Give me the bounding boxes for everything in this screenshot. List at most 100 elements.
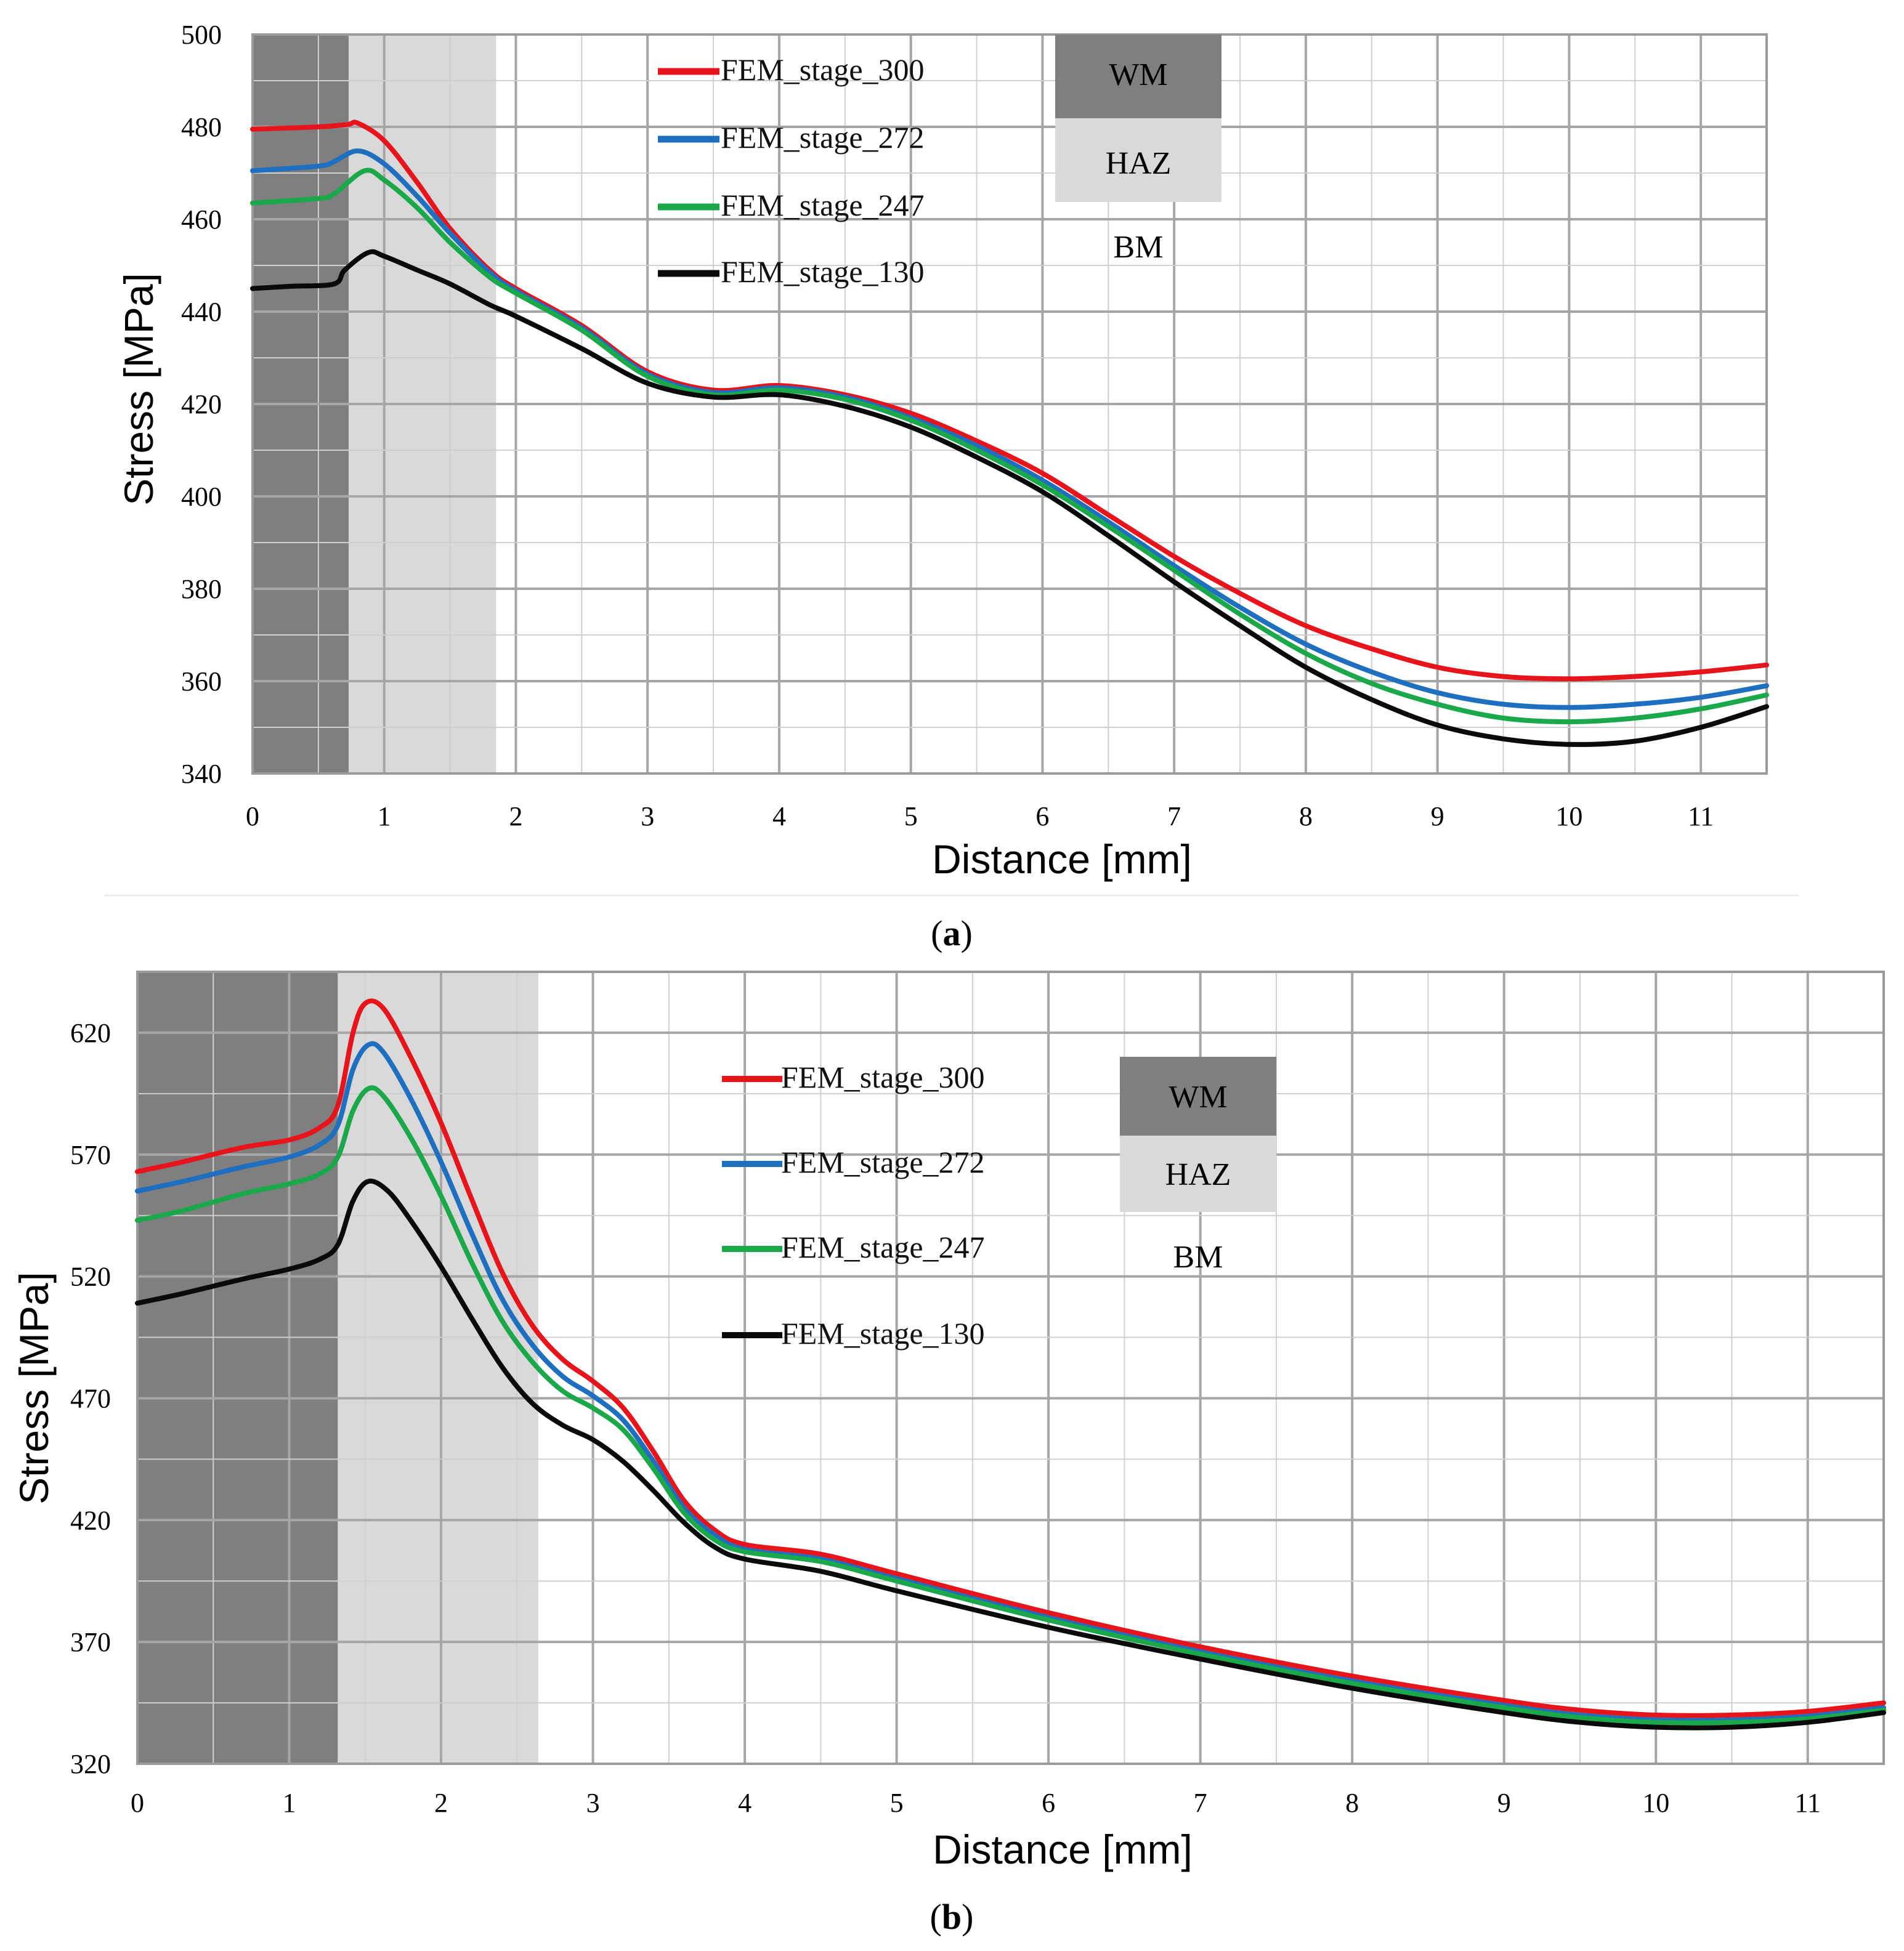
chart-a-gridlines <box>251 33 1768 775</box>
chart-a-x-axis-title: Distance [mm] <box>932 836 1192 882</box>
b-ytick-label: 520 <box>70 1262 111 1292</box>
a-ytick-label: 500 <box>181 20 222 50</box>
a-xtick-label: 4 <box>772 801 786 831</box>
chart-b-zones <box>137 972 538 1764</box>
b-ytick-label: 370 <box>70 1627 111 1657</box>
chart-a-legend-label-stage-130: FEM_stage_130 <box>721 254 925 289</box>
chart-b-zone-legend-haz-label: HAZ <box>1165 1157 1231 1192</box>
b-xtick-label: 4 <box>738 1788 751 1818</box>
a-ytick-label: 440 <box>181 297 222 327</box>
chart-a-series-fem-stage-130 <box>250 249 1769 747</box>
a-xtick-label: 7 <box>1167 801 1181 831</box>
chart-a-zone-legend: WM HAZ BM <box>1055 34 1221 265</box>
b-xtick-label: 8 <box>1345 1788 1359 1818</box>
a-xtick-label: 11 <box>1688 801 1714 831</box>
chart-b-legend-label-stage-300: FEM_stage_300 <box>781 1060 985 1094</box>
chart-b-x-axis-title: Distance [mm] <box>933 1827 1193 1872</box>
chart-a-legend: FEM_stage_300 FEM_stage_272 FEM_stage_24… <box>658 52 925 289</box>
chart-a-ytick-labels: 340 360 380 400 420 440 460 480 500 <box>181 20 222 789</box>
a-ytick-label: 400 <box>181 482 222 512</box>
chart-a-series-fem-stage-272 <box>250 148 1769 710</box>
chart-b-legend-item-stage-130: FEM_stage_130 <box>722 1316 985 1351</box>
chart-a: 340 360 380 400 420 440 460 480 500 0 1 2 3 4 5 6 7 8 9 10… <box>105 20 1799 953</box>
chart-b-series <box>135 998 1886 1731</box>
b-ytick-label: 620 <box>70 1018 111 1048</box>
chart-b-legend-item-stage-247: FEM_stage_247 <box>722 1230 985 1264</box>
chart-a-series <box>250 119 1769 747</box>
a-xtick-label: 8 <box>1299 801 1313 831</box>
a-xtick-label: 9 <box>1431 801 1444 831</box>
a-ytick-label: 420 <box>181 389 222 419</box>
chart-b-zone-legend-wm-swatch <box>1120 1057 1276 1136</box>
chart-b-zone-legend-bm-label: BM <box>1173 1240 1223 1275</box>
b-ytick-label: 470 <box>70 1383 111 1413</box>
a-xtick-label: 2 <box>509 801 522 831</box>
b-xtick-label: 9 <box>1497 1788 1511 1818</box>
a-ytick-label: 380 <box>181 574 222 604</box>
b-xtick-label: 11 <box>1795 1788 1821 1818</box>
a-plot-frame <box>251 33 1768 775</box>
chart-b-legend-item-stage-300: FEM_stage_300 <box>722 1060 985 1094</box>
b-xtick-label: 1 <box>283 1788 296 1818</box>
chart-a-zone-legend-haz-label: HAZ <box>1106 146 1172 181</box>
chart-b-series-fem-stage-300 <box>135 998 1886 1718</box>
b-xtick-label: 3 <box>586 1788 600 1818</box>
chart-a-legend-item-stage-272: FEM_stage_272 <box>658 120 925 155</box>
chart-b-legend: FEM_stage_300 FEM_stage_272 FEM_stage_24… <box>722 1060 985 1351</box>
chart-b-legend-item-stage-272: FEM_stage_272 <box>722 1145 985 1179</box>
b-xtick-label: 5 <box>890 1788 904 1818</box>
chart-b-y-axis-title: Stress [MPa] <box>11 1272 57 1505</box>
a-xtick-label: 10 <box>1555 801 1582 831</box>
chart-a-caption: (a) <box>931 913 973 953</box>
chart-a-legend-label-stage-247: FEM_stage_247 <box>721 188 925 222</box>
chart-b-legend-label-stage-247: FEM_stage_247 <box>781 1230 985 1264</box>
b-xtick-label: 10 <box>1642 1788 1669 1818</box>
chart-b-xtick-labels: 0 1 2 3 4 5 6 7 8 9 10 11 <box>131 1788 1821 1818</box>
a-xtick-label: 6 <box>1035 801 1049 831</box>
chart-a-legend-item-stage-130: FEM_stage_130 <box>658 254 925 289</box>
a-ytick-label: 460 <box>181 204 222 235</box>
chart-a-legend-label-stage-272: FEM_stage_272 <box>721 120 925 155</box>
a-xtick-label: 1 <box>378 801 391 831</box>
chart-b-gridlines <box>136 971 1885 1765</box>
chart-b-caption: (b) <box>930 1897 974 1937</box>
chart-b-series-fem-stage-247 <box>135 1085 1886 1726</box>
chart-b: 320 370 420 470 520 570 620 0 1 2 3 4 5 6 7 8 9 10 11 FEM… <box>11 971 1886 1937</box>
a-xtick-label: 3 <box>641 801 654 831</box>
chart-a-zone-legend-wm-swatch <box>1055 34 1221 118</box>
b-plot-frame <box>136 971 1885 1765</box>
chart-a-y-axis-title: Stress [MPa] <box>116 273 161 506</box>
chart-a-zone-legend-wm-label: WM <box>1109 57 1167 92</box>
chart-b-zone-wm <box>137 972 338 1764</box>
chart-a-series-fem-stage-247 <box>250 168 1769 724</box>
chart-a-legend-item-stage-300: FEM_stage_300 <box>658 52 925 87</box>
b-ytick-label: 570 <box>70 1140 111 1170</box>
chart-a-series-fem-stage-300 <box>250 119 1769 682</box>
a-ytick-label: 480 <box>181 112 222 142</box>
a-xtick-label: 5 <box>904 801 918 831</box>
chart-a-zone-legend-bm-label: BM <box>1114 230 1164 265</box>
chart-b-legend-label-stage-272: FEM_stage_272 <box>781 1145 985 1179</box>
chart-b-zone-legend: WM HAZ BM <box>1120 1057 1276 1275</box>
b-xtick-label: 0 <box>131 1788 144 1818</box>
chart-b-caption-letter: b <box>942 1897 962 1937</box>
a-ytick-label: 360 <box>181 666 222 697</box>
b-ytick-label: 420 <box>70 1505 111 1535</box>
b-xtick-label: 2 <box>434 1788 448 1818</box>
b-ytick-label: 320 <box>70 1749 111 1779</box>
chart-a-legend-label-stage-300: FEM_stage_300 <box>721 52 925 87</box>
a-ytick-label: 340 <box>181 759 222 789</box>
chart-a-caption-letter: a <box>943 913 961 953</box>
chart-b-zone-legend-haz-swatch <box>1120 1136 1276 1212</box>
chart-b-zone-legend-wm-label: WM <box>1169 1080 1227 1115</box>
chart-a-legend-item-stage-247: FEM_stage_247 <box>658 188 925 222</box>
chart-b-legend-label-stage-130: FEM_stage_130 <box>781 1316 985 1351</box>
chart-a-zone-legend-haz-swatch <box>1055 118 1221 202</box>
chart-b-series-fem-stage-130 <box>135 1178 1886 1731</box>
a-xtick-label: 0 <box>246 801 259 831</box>
b-xtick-label: 6 <box>1042 1788 1055 1818</box>
b-xtick-label: 7 <box>1194 1788 1207 1818</box>
chart-b-ytick-labels: 320 370 420 470 520 570 620 <box>70 1018 111 1779</box>
chart-a-xtick-labels: 0 1 2 3 4 5 6 7 8 9 10 11 <box>246 801 1714 831</box>
